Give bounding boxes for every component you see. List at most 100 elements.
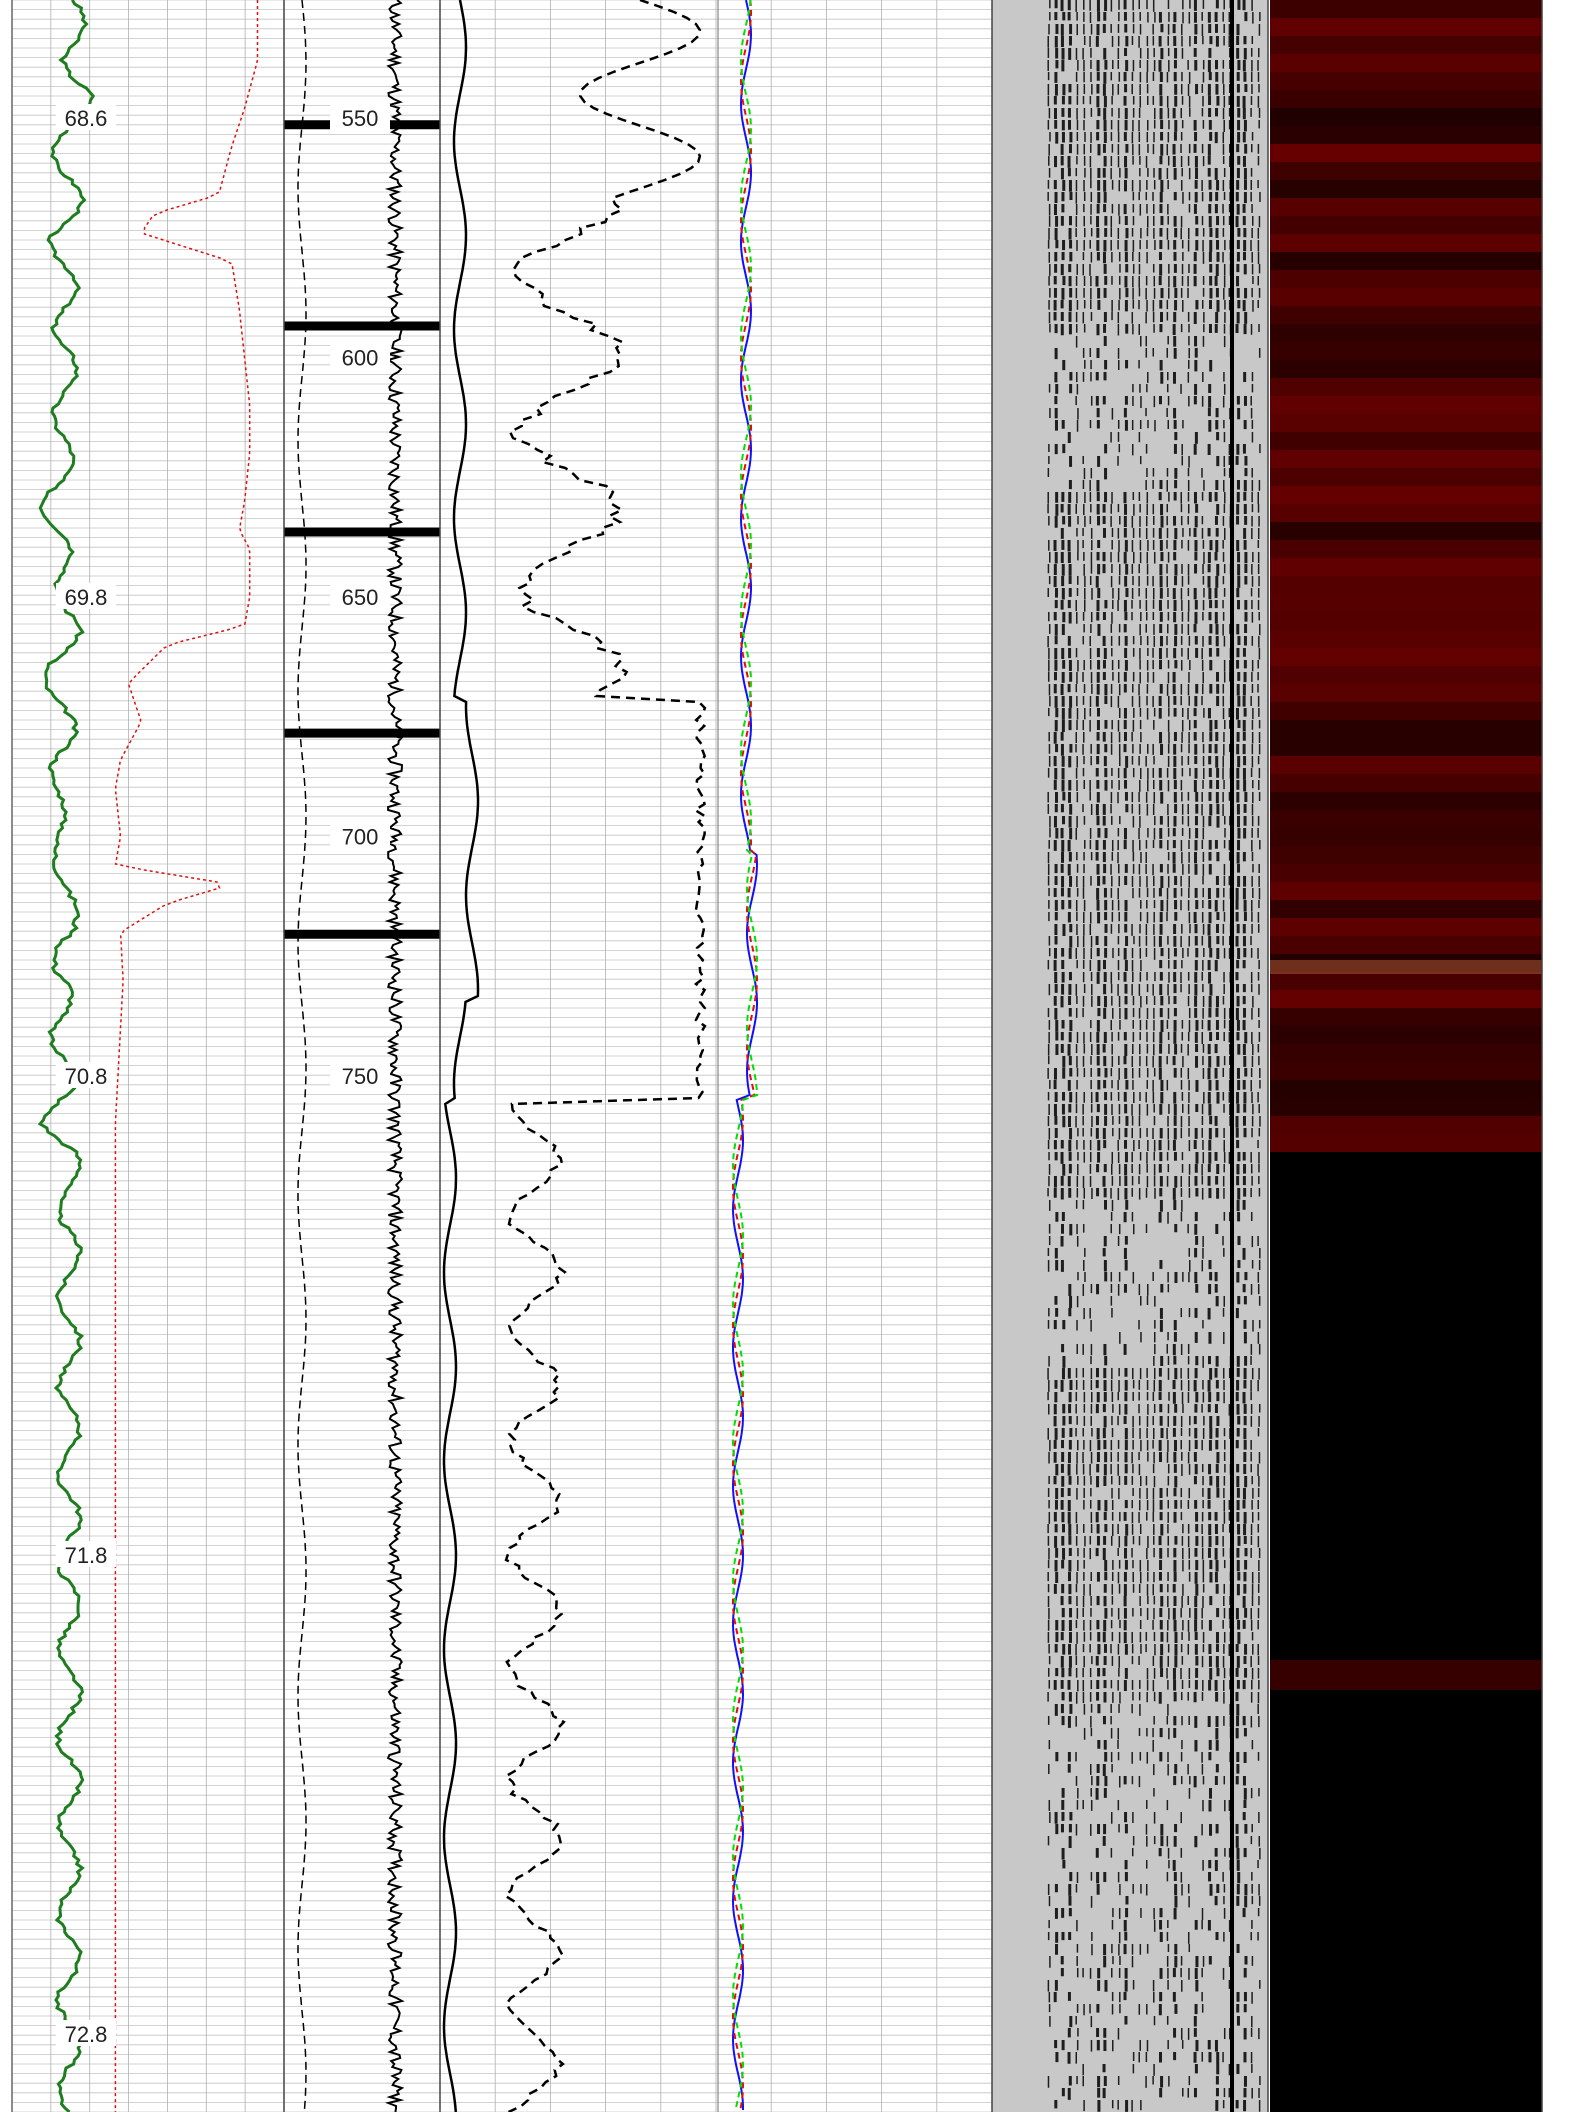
casing-collar-mark xyxy=(284,321,440,331)
vdl-trace xyxy=(1235,0,1241,2109)
cement-map-band xyxy=(1270,360,1542,378)
vdl-trace xyxy=(1145,0,1149,2088)
cement-map-band xyxy=(1270,828,1542,846)
vdl-trace xyxy=(1222,0,1226,2109)
casing-collar-mark xyxy=(284,929,440,939)
cement-map-band xyxy=(1270,594,1542,612)
cement-map-band xyxy=(1270,972,1542,990)
depth-label-bg xyxy=(330,583,390,609)
log-curves xyxy=(37,0,759,2112)
vdl-trace xyxy=(1180,0,1184,2097)
vdl-background xyxy=(992,0,1268,2112)
vdl-trace xyxy=(1201,0,1205,2062)
vdl-trace xyxy=(1110,0,1114,2109)
cement-map-band xyxy=(1270,1660,1542,1690)
caliper-curve-1 xyxy=(731,0,759,2110)
caliper-curve-2 xyxy=(731,0,759,2111)
cement-map-band xyxy=(1270,108,1542,126)
cement-map-band xyxy=(1270,648,1542,666)
vdl-trace xyxy=(1242,0,1248,2112)
cement-map-band xyxy=(1270,324,1542,342)
cement-map-band xyxy=(1270,126,1542,144)
depth-label: 700 xyxy=(342,825,379,850)
cement-map-band xyxy=(1270,1062,1542,1080)
cement-map-band xyxy=(1270,882,1542,900)
caliper-curve-3 xyxy=(731,0,759,2111)
cement-map-band xyxy=(1270,810,1542,828)
cement-map-band xyxy=(1270,144,1542,162)
vdl-trace xyxy=(1214,0,1220,2111)
cement-map-band xyxy=(1270,576,1542,594)
travel-time-curve xyxy=(442,0,480,2112)
log-grid xyxy=(12,0,992,2112)
cement-map-band xyxy=(1270,540,1542,558)
cement-map-band xyxy=(1270,414,1542,432)
vdl-trace xyxy=(1075,0,1079,2085)
depth-label-bg xyxy=(56,1062,116,1088)
vdl-trace xyxy=(1123,0,1129,2112)
cement-map-band xyxy=(1270,72,1542,90)
cement-map-background xyxy=(1270,0,1542,2112)
depth-label: 72.8 xyxy=(65,2022,108,2047)
cement-map-band xyxy=(1270,342,1542,360)
amplitude-curve xyxy=(503,0,707,2112)
cement-map-band xyxy=(1270,918,1542,936)
depth-label: 550 xyxy=(342,106,379,131)
cement-map-band xyxy=(1270,162,1542,180)
depth-labels: 68.6 69.8 70.8 71.8 72.8 550 600 650 700 750 xyxy=(56,104,390,2047)
vdl-waveform-track xyxy=(992,0,1268,2112)
vdl-trace xyxy=(1166,0,1170,2087)
vdl-trace xyxy=(1207,12,1213,2063)
depth-label-bg xyxy=(56,104,116,130)
cement-map-band xyxy=(1270,792,1542,810)
cement-map-band xyxy=(1270,504,1542,522)
vdl-trace xyxy=(1138,0,1142,2111)
cement-map-band xyxy=(1270,960,1542,974)
depth-label: 68.6 xyxy=(65,106,108,131)
vdl-trace xyxy=(1053,0,1059,2109)
cement-map-band xyxy=(1270,900,1542,918)
cement-map-track xyxy=(1270,0,1542,2112)
cement-map-band xyxy=(1270,216,1542,234)
vdl-trace xyxy=(1193,0,1199,2098)
cement-map-band xyxy=(1270,1080,1542,1098)
cement-map-band xyxy=(1270,450,1542,468)
depth-label: 650 xyxy=(342,585,379,610)
cement-map-band xyxy=(1270,666,1542,684)
cement-map-band xyxy=(1270,1134,1542,1152)
cement-map-band xyxy=(1270,270,1542,288)
vdl-trace xyxy=(1067,0,1073,2100)
vdl-trace xyxy=(1187,0,1191,2098)
cement-map-band xyxy=(1270,1098,1542,1116)
cement-map-band xyxy=(1270,468,1542,486)
cement-map-band xyxy=(1270,1026,1542,1044)
vdl-trace xyxy=(1131,0,1135,2112)
cement-map-band xyxy=(1270,612,1542,630)
gamma-ray-curve xyxy=(37,0,96,2112)
cement-map-band xyxy=(1270,288,1542,306)
cement-map-band xyxy=(1270,522,1542,540)
cement-map-band xyxy=(1270,756,1542,774)
vdl-trace xyxy=(1172,12,1178,2061)
cement-map-band xyxy=(1270,396,1542,414)
cement-map-band xyxy=(1270,18,1542,36)
cement-map-band xyxy=(1270,486,1542,504)
cement-map-band xyxy=(1270,180,1542,198)
depth-label-bg xyxy=(56,2020,116,2046)
cement-map-band xyxy=(1270,846,1542,864)
cement-map-band xyxy=(1270,54,1542,72)
vdl-trace xyxy=(1089,0,1093,2052)
resistivity-curve xyxy=(114,0,259,2112)
depth-label-bg xyxy=(56,1541,116,1567)
vdl-trace xyxy=(1250,0,1254,2099)
cement-map-band xyxy=(1270,720,1542,738)
cement-map-band xyxy=(1270,684,1542,702)
cement-map-band xyxy=(1270,432,1542,450)
vdl-trace xyxy=(1047,0,1051,2088)
depth-label: 71.8 xyxy=(65,1543,108,1568)
depth-label-bg xyxy=(330,104,390,130)
cement-map-band xyxy=(1270,234,1542,252)
vdl-trace xyxy=(1117,0,1121,2110)
cement-map-band xyxy=(1270,558,1542,576)
